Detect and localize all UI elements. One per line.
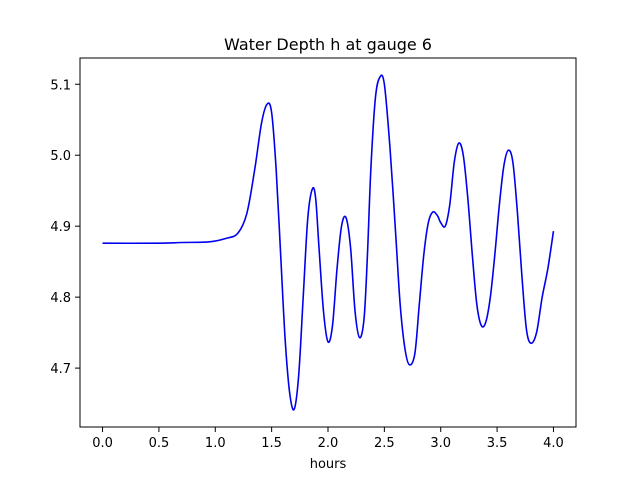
y-tick-label: 4.8: [50, 291, 71, 306]
x-tick-label: 3.0: [430, 436, 451, 451]
x-tick-label: 2.5: [374, 436, 395, 451]
plot-area: [79, 57, 577, 428]
x-tick-label: 1.0: [205, 436, 226, 451]
x-axis-ticks: 0.0 0.5 1.0 1.5 2.0 2.5 3.0 3.5 4.0: [92, 427, 564, 451]
series-line: [102, 74, 555, 411]
x-tick-label: 3.5: [487, 436, 508, 451]
y-tick-label: 5.1: [50, 78, 71, 93]
y-tick-label: 4.9: [50, 220, 71, 235]
x-tick-label: 1.5: [261, 436, 282, 451]
x-tick-label: 2.0: [318, 436, 339, 451]
y-tick-label: 4.7: [50, 362, 71, 377]
y-tick-label: 5.0: [50, 149, 71, 164]
x-tick-label: 0.0: [92, 436, 113, 451]
x-tick-label: 4.0: [543, 436, 564, 451]
x-axis-label: hours: [310, 457, 347, 472]
y-axis-ticks: 4.7 4.8 4.9 5.0 5.1: [50, 78, 80, 377]
x-tick-label: 0.5: [149, 436, 170, 451]
chart-title: Water Depth h at gauge 6: [224, 35, 432, 54]
